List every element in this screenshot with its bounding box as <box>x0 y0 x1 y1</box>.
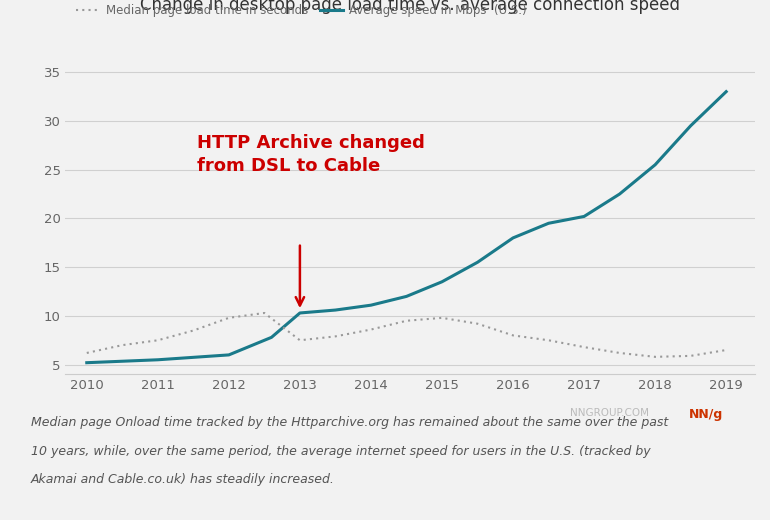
Text: Median page Onload time tracked by the Httparchive.org has remained about the sa: Median page Onload time tracked by the H… <box>31 416 668 429</box>
Text: 10 years, while, over the same period, the average internet speed for users in t: 10 years, while, over the same period, t… <box>31 445 651 458</box>
Title: Change in desktop page load time vs. average connection speed: Change in desktop page load time vs. ave… <box>140 0 680 14</box>
Text: HTTP Archive changed
from DSL to Cable: HTTP Archive changed from DSL to Cable <box>197 134 425 175</box>
Text: NNGROUP.COM: NNGROUP.COM <box>570 408 649 418</box>
Text: NN/g: NN/g <box>689 408 723 421</box>
Legend: Median page load time in seconds, Average speed in Mbps  (U.S.): Median page load time in seconds, Averag… <box>72 0 531 22</box>
Text: Akamai and Cable.co.uk) has steadily increased.: Akamai and Cable.co.uk) has steadily inc… <box>31 473 335 486</box>
